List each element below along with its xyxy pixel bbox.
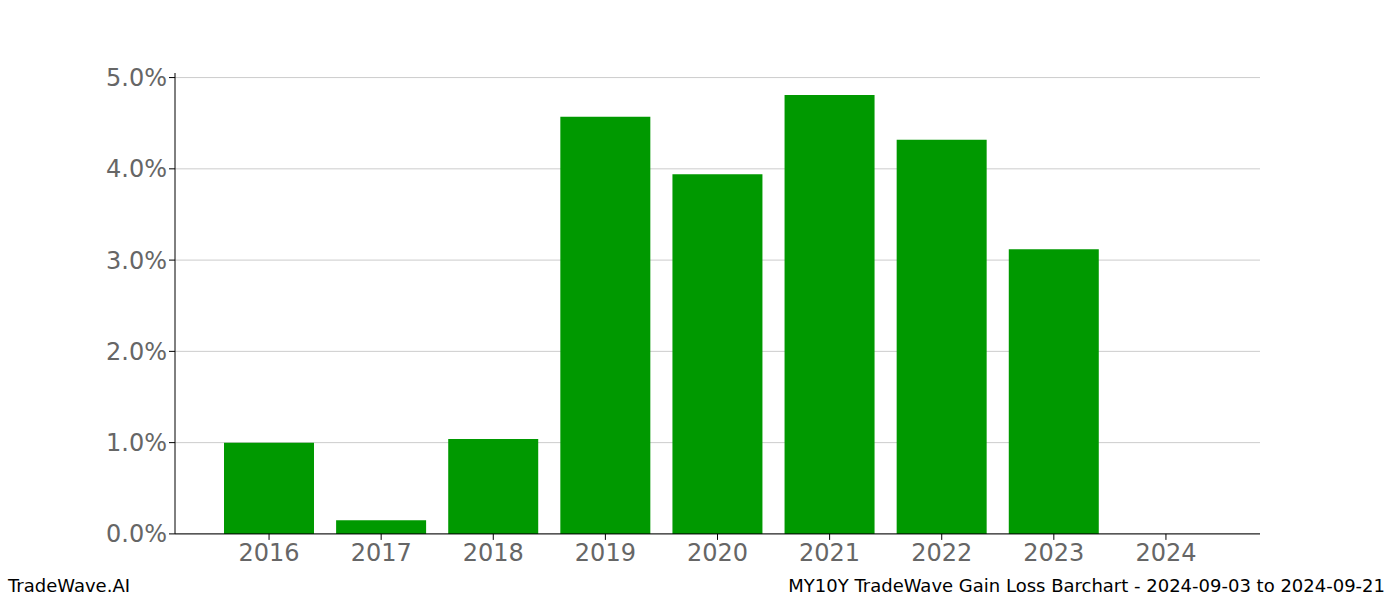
html-text:TradeWave.AI: TradeWave.AI <box>8 575 130 596</box>
svg-text:4.0%: 4.0% <box>106 155 167 183</box>
svg-text:2017: 2017 <box>351 539 412 567</box>
svg-text:2021: 2021 <box>799 539 860 567</box>
svg-text:2018: 2018 <box>463 539 524 567</box>
svg-text:2023: 2023 <box>1023 539 1084 567</box>
svg-text:5.0%: 5.0% <box>106 64 167 92</box>
svg-text:2020: 2020 <box>687 539 748 567</box>
svg-text:3.0%: 3.0% <box>106 247 167 275</box>
svg-text:2024: 2024 <box>1135 539 1196 567</box>
svg-text:2.0%: 2.0% <box>106 338 167 366</box>
html-text:MY10Y TradeWave Gain Loss Barc: MY10Y TradeWave Gain Loss Barchart - 202… <box>788 575 1385 596</box>
svg-text:0.0%: 0.0% <box>106 520 167 548</box>
svg-text:2016: 2016 <box>239 539 300 567</box>
svg-text:2022: 2022 <box>911 539 972 567</box>
svg-text:1.0%: 1.0% <box>106 429 167 457</box>
svg-text:2019: 2019 <box>575 539 636 567</box>
